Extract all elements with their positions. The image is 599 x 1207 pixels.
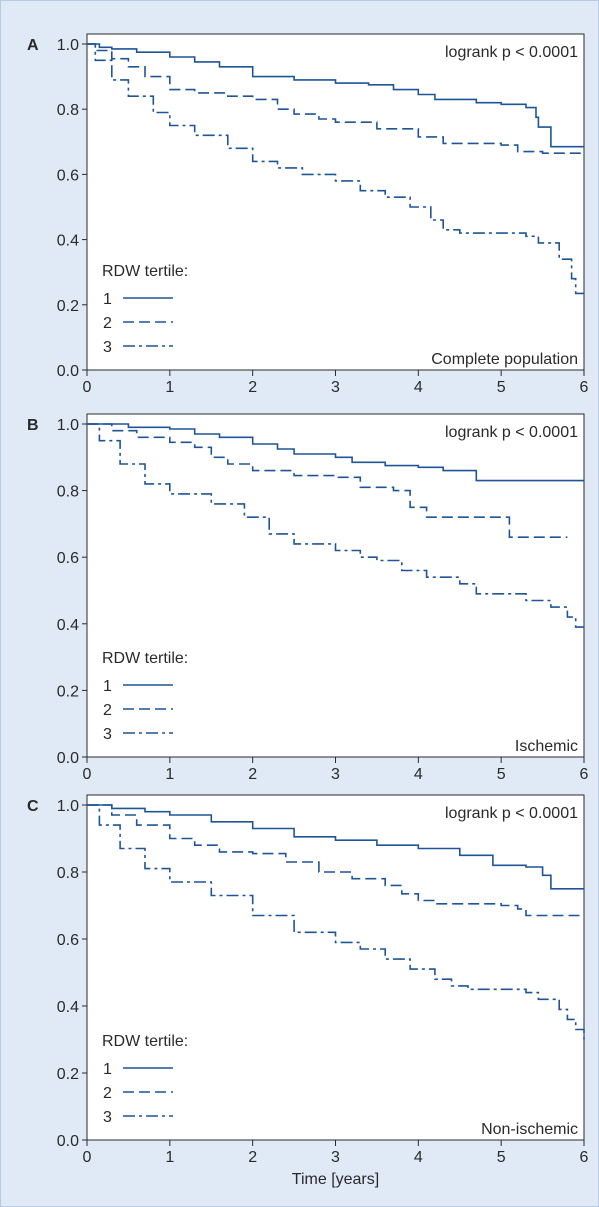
x-tick-label: 1 <box>165 1149 174 1166</box>
logrank-annotation: logrank p < 0.0001 <box>445 424 578 441</box>
x-tick-label: 6 <box>580 766 589 783</box>
panel-letter: A <box>27 37 39 54</box>
series-line-3 <box>87 43 584 295</box>
x-tick-label: 0 <box>83 1149 92 1166</box>
y-tick-label: 0.8 <box>57 102 79 119</box>
x-tick-label: 4 <box>414 379 423 396</box>
legend-label-2: 2 <box>103 702 112 719</box>
panel-letter: C <box>27 798 39 815</box>
y-tick-label: 0.6 <box>57 550 79 567</box>
panel-letter: B <box>27 417 39 434</box>
plot-frame <box>86 413 585 758</box>
plot-frame <box>86 794 585 1141</box>
y-tick-label: 0.0 <box>57 1133 79 1150</box>
series-line-1 <box>87 423 584 482</box>
legend-label-2: 2 <box>103 1085 112 1102</box>
x-tick-label: 4 <box>414 766 423 783</box>
x-tick-label: 0 <box>83 766 92 783</box>
y-tick-label: 0.4 <box>57 999 79 1016</box>
legend-label-1: 1 <box>103 1061 112 1078</box>
x-tick-label: 2 <box>248 379 257 396</box>
y-tick-label: 0.2 <box>57 683 79 700</box>
y-tick-label: 1.0 <box>57 798 79 815</box>
y-tick-label: 0.4 <box>57 617 79 634</box>
x-tick-label: 4 <box>414 1149 423 1166</box>
y-tick-label: 1.0 <box>57 417 79 434</box>
y-tick-label: 0.0 <box>57 750 79 767</box>
x-tick-label: 6 <box>580 1149 589 1166</box>
series-line-3 <box>87 423 584 628</box>
panel-subtitle: Complete population <box>431 351 578 368</box>
series-line-2 <box>87 43 584 154</box>
y-tick-label: 0.6 <box>57 932 79 949</box>
legend-label-3: 3 <box>103 726 112 743</box>
x-tick-label: 5 <box>497 379 506 396</box>
legend-label-1: 1 <box>103 678 112 695</box>
x-tick-label: 1 <box>165 379 174 396</box>
legend-title: RDW tertile: <box>102 263 188 280</box>
series-line-3 <box>87 804 585 1040</box>
y-tick-label: 0.8 <box>57 865 79 882</box>
x-tick-label: 5 <box>497 1149 506 1166</box>
y-tick-label: 0.4 <box>57 233 79 250</box>
x-tick-label: 6 <box>580 379 589 396</box>
legend-label-2: 2 <box>103 315 112 332</box>
x-tick-label: 3 <box>331 1149 340 1166</box>
logrank-annotation: logrank p < 0.0001 <box>445 805 578 822</box>
x-tick-label: 0 <box>83 379 92 396</box>
series-line-2 <box>87 423 568 538</box>
y-tick-label: 0.0 <box>57 363 79 380</box>
y-tick-label: 0.2 <box>57 298 79 315</box>
panel-b: B 0.0 0.2 0.4 0.6 0.8 1.0 0 1 2 3 4 5 6 logrank p < 0.… <box>27 413 589 783</box>
x-tick-label: 3 <box>331 766 340 783</box>
x-tick-label: 5 <box>497 766 506 783</box>
y-tick-label: 0.6 <box>57 167 79 184</box>
series-line-1 <box>87 804 584 890</box>
legend-label-3: 3 <box>103 339 112 356</box>
x-tick-label: 3 <box>331 379 340 396</box>
panel-subtitle: Non-ischemic <box>481 1121 578 1138</box>
x-tick-label: 1 <box>165 766 174 783</box>
y-tick-label: 0.2 <box>57 1066 79 1083</box>
series-line-2 <box>87 804 584 917</box>
y-tick-label: 1.0 <box>57 37 79 54</box>
logrank-annotation: logrank p < 0.0001 <box>445 44 578 61</box>
y-tick-label: 0.8 <box>57 484 79 501</box>
panel-c: C 0.0 0.2 0.4 0.6 0.8 1.0 0 1 2 3 4 5 6 logrank p < 0.… <box>27 794 589 1188</box>
x-axis-label: Time [years] <box>292 1171 379 1188</box>
panel-subtitle: Ischemic <box>515 738 578 755</box>
legend-title: RDW tertile: <box>102 650 188 667</box>
x-tick-label: 2 <box>248 1149 257 1166</box>
panel-a: A 0.0 0.2 0.4 0.6 0.8 1.0 0 1 2 3 4 5 6 logrank p < 0.… <box>27 33 589 396</box>
legend-label-3: 3 <box>103 1109 112 1126</box>
series-line-1 <box>87 43 584 148</box>
x-tick-label: 2 <box>248 766 257 783</box>
legend-title: RDW tertile: <box>102 1033 188 1050</box>
legend-label-1: 1 <box>103 291 112 308</box>
plot-frame <box>86 33 585 371</box>
